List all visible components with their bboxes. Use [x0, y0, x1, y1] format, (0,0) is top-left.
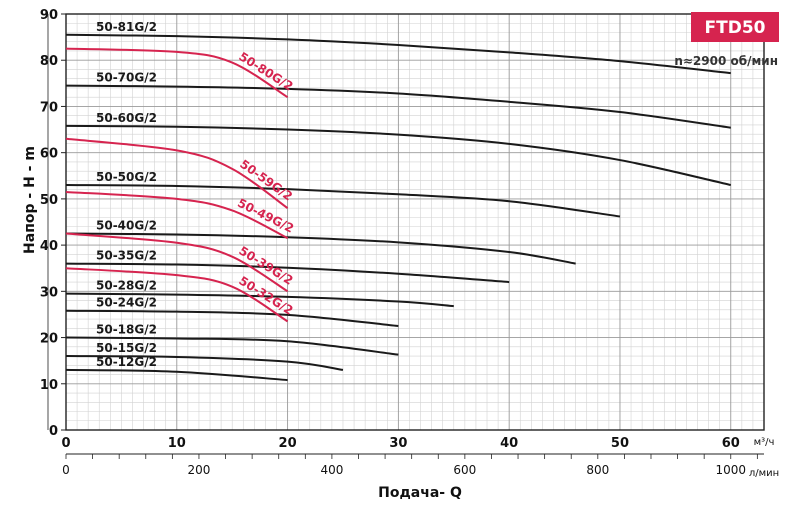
curve-label-50-18g-2: 50-18G/2 [96, 323, 157, 337]
grid [66, 13, 764, 430]
curve-50-81g-2 [65, 33, 731, 75]
curve-50-70g-2 [65, 84, 731, 129]
curve-50-24g-2 [65, 309, 399, 327]
x-tick-label: 30 [389, 436, 407, 451]
curve-label-50-35g-2: 50-35G/2 [96, 249, 157, 263]
curve-50-50g-2 [65, 184, 621, 218]
x-unit-primary: м³/ч [754, 437, 775, 448]
y-tick-label: 50 [40, 193, 58, 208]
curve-50-32g-2 [65, 267, 289, 323]
y-axis-title: Напор - H - m [22, 146, 38, 254]
curve-50-18g-2 [65, 336, 399, 356]
curves [65, 33, 731, 382]
x-axis-title: Подача- Q [378, 485, 462, 501]
curve-label-50-15g-2: 50-15G/2 [96, 341, 157, 355]
y-tick-label: 40 [40, 239, 58, 254]
curve-label-50-40g-2: 50-40G/2 [96, 219, 157, 233]
x2-tick-label: 1000 [715, 463, 746, 477]
x-tick-label: 50 [611, 436, 629, 451]
x2-tick-label: 0 [62, 463, 70, 477]
title-badge: FTD50 [691, 12, 779, 42]
y-tick-label: 30 [40, 285, 58, 300]
curve-50-15g-2 [65, 355, 344, 371]
x-tick-label: 20 [279, 436, 297, 451]
curve-50-28g-2 [65, 292, 454, 308]
curve-50-60g-2 [65, 124, 731, 186]
curve-50-40g-2 [65, 232, 576, 265]
chart-title: FTD50 [705, 18, 766, 38]
curve-50-35g-2 [65, 262, 510, 284]
curve-label-50-70g-2: 50-70G/2 [96, 71, 157, 85]
curve-label-50-12g-2: 50-12G/2 [96, 355, 157, 369]
x-tick-label: 40 [500, 436, 518, 451]
curve-50-59g-2 [65, 137, 289, 209]
y-tick-label: 0 [49, 424, 58, 439]
curve-label-50-28g-2: 50-28G/2 [96, 279, 157, 293]
y-tick-label: 20 [40, 332, 58, 347]
y-tick-label: 10 [40, 378, 58, 393]
y-tick-label: 90 [40, 8, 58, 23]
curve-label-50-60g-2: 50-60G/2 [96, 111, 157, 125]
curve-50-80g-2 [65, 47, 289, 99]
y-tick-label: 80 [40, 54, 58, 69]
x-tick-label: 10 [168, 436, 186, 451]
chart-subtitle: n≈2900 об/мин [674, 54, 778, 68]
curve-50-12g-2 [65, 368, 288, 382]
curve-label-50-24g-2: 50-24G/2 [96, 296, 157, 310]
x-tick-label: 0 [61, 436, 70, 451]
x2-tick-label: 800 [586, 463, 609, 477]
title-badge-bg [691, 12, 779, 42]
curve-50-39g-2 [65, 232, 289, 293]
x2-tick-label: 400 [320, 463, 343, 477]
x-tick-label: 60 [722, 436, 740, 451]
curve-50-49g-2 [65, 190, 289, 240]
x-unit-secondary: л/мин [749, 468, 779, 479]
plot-frame [65, 13, 765, 431]
curve-label-50-50g-2: 50-50G/2 [96, 170, 157, 184]
x2-tick-label: 200 [187, 463, 210, 477]
x2-tick-label: 600 [453, 463, 476, 477]
y-tick-label: 70 [40, 100, 58, 115]
curve-label-50-81g-2: 50-81G/2 [96, 20, 157, 34]
y-tick-label: 60 [40, 147, 58, 162]
